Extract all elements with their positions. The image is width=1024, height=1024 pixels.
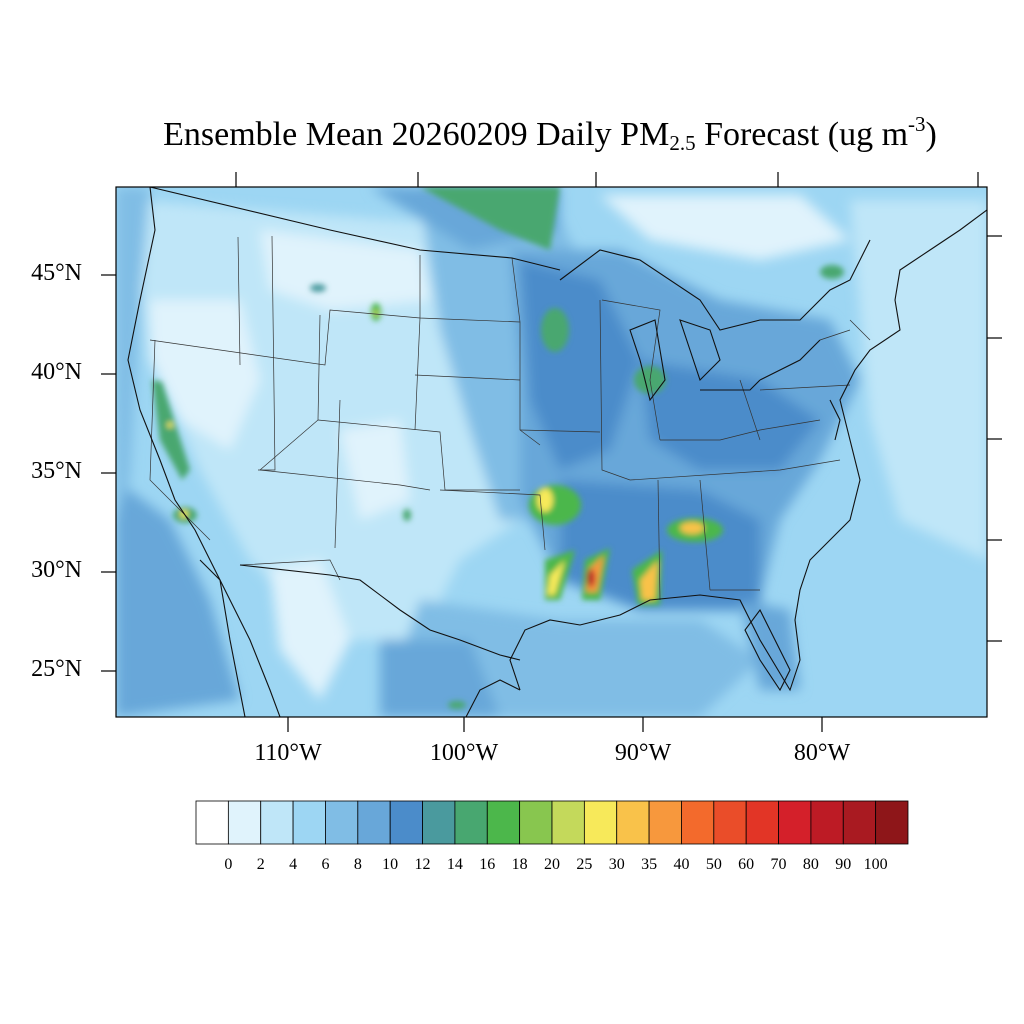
colorbar-tick-label: 40 (673, 856, 690, 873)
colorbar-tick-label: 60 (738, 856, 755, 873)
title-middle: Forecast (ug m (695, 116, 909, 153)
field-southwest-pale (270, 560, 350, 700)
map-title: Ensemble Mean 20260209 Daily PM2.5 Forec… (0, 112, 1024, 156)
colorbar-swatch (519, 800, 553, 845)
colorbar-swatch (389, 800, 423, 845)
field-alabama-orange (640, 560, 658, 600)
field-montana-spot (310, 284, 326, 292)
field-georgia-orange (680, 522, 704, 534)
field-quebec-green (820, 265, 844, 279)
title-superscript: -3 (908, 112, 926, 136)
lon-label-100w: 100°W (429, 740, 499, 766)
lat-label-40n: 40°N (31, 359, 82, 385)
tick-marks (101, 172, 1002, 732)
colorbar-swatch (648, 800, 682, 845)
lon-label-90w: 90°W (614, 740, 672, 766)
colorbar-tick-label: 25 (576, 856, 593, 873)
colorbar-swatch (551, 800, 585, 845)
colorbar-tick-label: 6 (321, 856, 330, 873)
colorbar-tick-label: 12 (414, 856, 431, 873)
colorbar-swatch (713, 800, 747, 845)
concentration-field (116, 187, 987, 717)
title-end: ) (925, 116, 937, 153)
colorbar-swatch (195, 800, 229, 845)
colorbar-swatch (583, 800, 618, 845)
colorbar-tick-label: 30 (608, 856, 625, 873)
lat-label-35n: 35°N (31, 458, 82, 484)
colorbar-tick-label: 8 (353, 856, 362, 873)
field-southeast-deep (560, 480, 760, 610)
field-gulf-spot (448, 701, 466, 709)
field-northeast-pale (600, 195, 850, 260)
colorbar-swatch (681, 800, 715, 845)
field-louisiana-yellow (547, 560, 565, 595)
field-pacific-medium (116, 187, 150, 520)
colorbar-tick-label: 100 (863, 856, 888, 873)
title-main: Ensemble Mean 20260209 Daily PM (163, 116, 670, 153)
colorbar-swatch (454, 800, 488, 845)
colorbar (195, 800, 909, 845)
colorbar-swatch (745, 800, 779, 845)
colorbar-tick-label: 35 (641, 856, 658, 873)
colorbar-tick-label: 18 (511, 856, 528, 873)
colorbar-swatch (357, 800, 391, 845)
colorbar-swatch (875, 800, 909, 845)
colorbar-tick-label: 14 (446, 856, 463, 873)
colorbar-swatch (486, 800, 521, 845)
field-atlantic-light (850, 200, 987, 560)
colorbar-tick-label: 4 (289, 856, 298, 873)
colorbar-swatch (422, 800, 456, 845)
field-mississippi-red (587, 569, 595, 587)
field-pacific-dark (116, 480, 240, 717)
colorbar-swatch (260, 800, 294, 845)
field-ohio-valley-deep (640, 360, 820, 470)
field-new-mexico-spot (403, 509, 411, 521)
field-mexico-dark (380, 640, 500, 717)
coastlines (127, 187, 987, 717)
colorbar-tick-label: 16 (479, 856, 496, 873)
field-arizona-pale (340, 420, 410, 520)
field-montana-pale (260, 230, 430, 310)
title-subscript: 2.5 (669, 131, 696, 155)
field-great-basin-pale (150, 300, 260, 450)
lat-label-45n: 45°N (31, 260, 82, 286)
colorbar-swatch (292, 800, 326, 845)
colorbar-tick-label: 10 (382, 856, 399, 873)
state-boundaries (149, 235, 871, 601)
colorbar-swatch (325, 800, 359, 845)
field-arkansas-green (529, 485, 581, 525)
colorbar-swatch (227, 800, 262, 845)
field-arkansas-yellow (537, 488, 553, 512)
colorbar-tick-label: 2 (256, 856, 265, 873)
colorbar-swatch (842, 800, 877, 845)
field-florida-dark (740, 600, 800, 690)
colorbar-swatch (616, 800, 650, 845)
lon-label-80w: 80°W (793, 740, 851, 766)
field-central-valley-green (152, 380, 190, 480)
colorbar-tick-label: 70 (770, 856, 787, 873)
colorbar-tick-label: 80 (802, 856, 819, 873)
colorbar-tick-label: 50 (705, 856, 722, 873)
lat-label-25n: 25°N (31, 656, 82, 682)
lon-label-110w: 110°W (254, 740, 322, 766)
field-canada-green (420, 187, 560, 250)
lat-label-30n: 30°N (31, 557, 82, 583)
map-frame (115, 186, 988, 718)
colorbar-swatch (778, 800, 812, 845)
colorbar-tick-label: 20 (544, 856, 560, 873)
colorbar-tick-label: 90 (835, 856, 852, 873)
field-great-lakes-green (541, 308, 569, 352)
colorbar-tick-label: 0 (224, 856, 233, 873)
field-sacramento-hotspot (167, 422, 173, 428)
colorbar-swatch (810, 800, 844, 845)
